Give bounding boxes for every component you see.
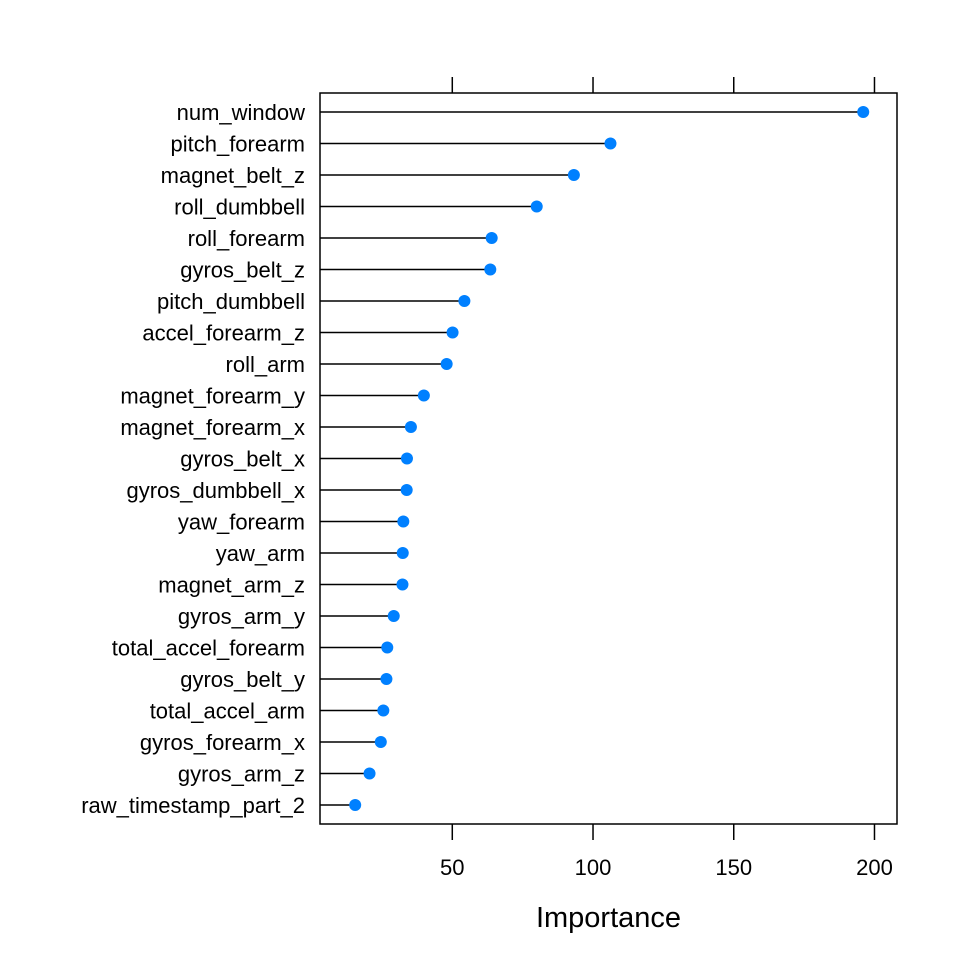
data-point [446,326,459,339]
data-point [400,452,413,465]
data-point [374,736,387,748]
data-point [567,169,580,181]
data-point [381,641,394,654]
data-points [349,106,870,811]
x-tick-label: 200 [856,855,893,880]
y-category-label: gyros_belt_x [180,447,305,472]
data-point [417,389,430,402]
data-point [440,358,453,370]
y-category-label: total_accel_forearm [112,636,305,661]
data-point [387,610,400,622]
y-category-label: magnet_belt_z [161,163,305,188]
lollipop-stems [320,111,864,806]
y-category-label: accel_forearm_z [142,321,305,346]
data-point [485,232,498,244]
y-category-label: gyros_belt_z [180,258,305,283]
data-point [397,515,410,528]
y-category-label: roll_arm [226,352,305,377]
data-point [396,547,409,559]
x-axis-title: Importance [536,902,681,934]
y-category-label: magnet_arm_z [158,573,305,598]
y-category-label: pitch_dumbbell [157,289,305,314]
x-tick-label: 100 [575,855,612,880]
y-axis-labels: num_window pitch_forearm magnet_belt_zroll… [81,100,305,818]
data-point [377,704,390,717]
y-category-label: gyros_dumbbell_x [126,478,305,503]
y-category-label: roll_dumbbell [174,195,305,220]
data-point [396,578,409,591]
y-category-label: gyros_forearm_x [140,730,305,755]
x-tick-label: 50 [440,855,464,880]
data-point [400,484,413,496]
data-point [484,263,497,276]
data-point [380,673,393,685]
y-category-label: yaw_forearm [178,510,305,535]
data-point [363,767,376,780]
y-category-label: num_window [177,100,306,125]
y-category-label: total_accel_arm [150,699,305,724]
y-category-label: yaw_arm [216,541,305,566]
y-category-label: pitch_forearm [170,132,305,157]
data-point [458,295,471,307]
y-category-label: gyros_arm_z [178,762,305,787]
y-category-label: magnet_forearm_x [120,415,305,440]
y-category-label: raw_timestamp_part_2 [81,793,305,818]
y-category-label: gyros_arm_y [178,604,305,629]
data-point [349,799,362,811]
x-axis-top [451,77,876,93]
x-tick-label: 150 [715,855,752,880]
y-category-label: roll_forearm [188,226,305,251]
data-point [604,137,617,150]
data-point [404,421,417,433]
x-axis-bottom: 50 100 150 200 [440,824,893,880]
data-point [857,106,870,118]
y-category-label: magnet_forearm_y [120,384,305,409]
y-category-label: gyros_belt_y [180,667,305,692]
data-point [530,200,543,213]
